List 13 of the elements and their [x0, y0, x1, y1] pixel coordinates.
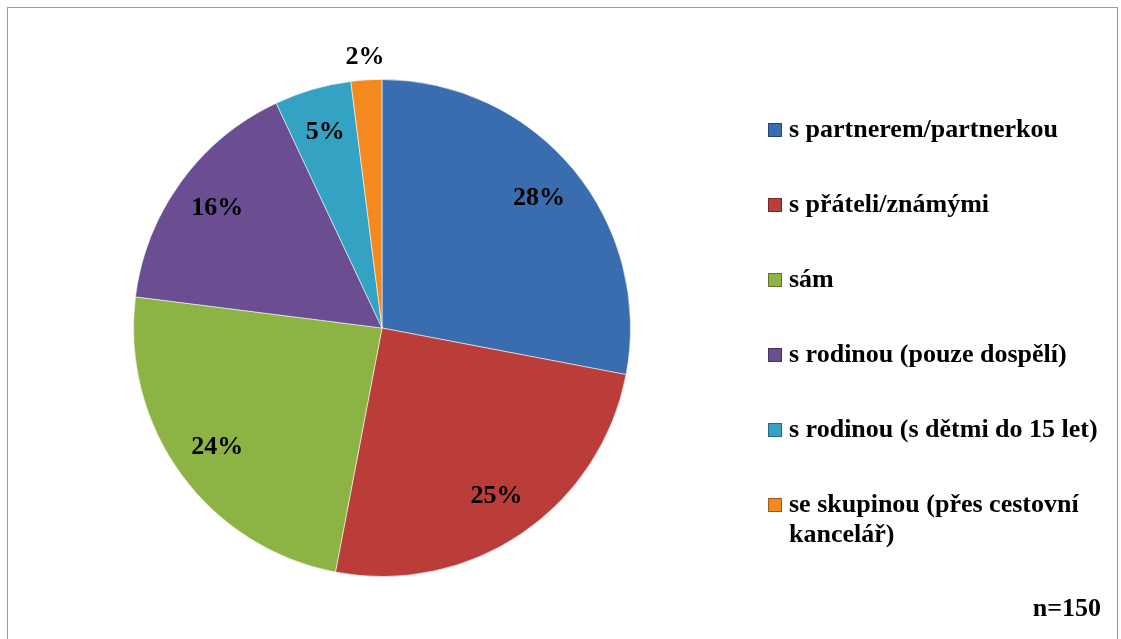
- legend-label: s rodinou (pouze dospělí): [789, 338, 1067, 368]
- data-label: 24%: [191, 431, 244, 461]
- legend-label: se skupinou (přes cestovní kancelář): [789, 488, 1080, 548]
- legend-label: s přáteli/známými: [789, 188, 990, 218]
- data-label: 28%: [513, 181, 566, 211]
- data-label: 25%: [470, 480, 523, 510]
- text: n=150: [1032, 593, 1101, 623]
- legend-label: s rodinou (s dětmi do 15 let): [789, 413, 1098, 443]
- legend-label: sám: [789, 263, 835, 293]
- legend-label: s partnerem/partnerkou: [789, 113, 1058, 143]
- data-label: 5%: [305, 116, 345, 146]
- data-label: 2%: [345, 41, 385, 71]
- data-label: 16%: [191, 191, 244, 221]
